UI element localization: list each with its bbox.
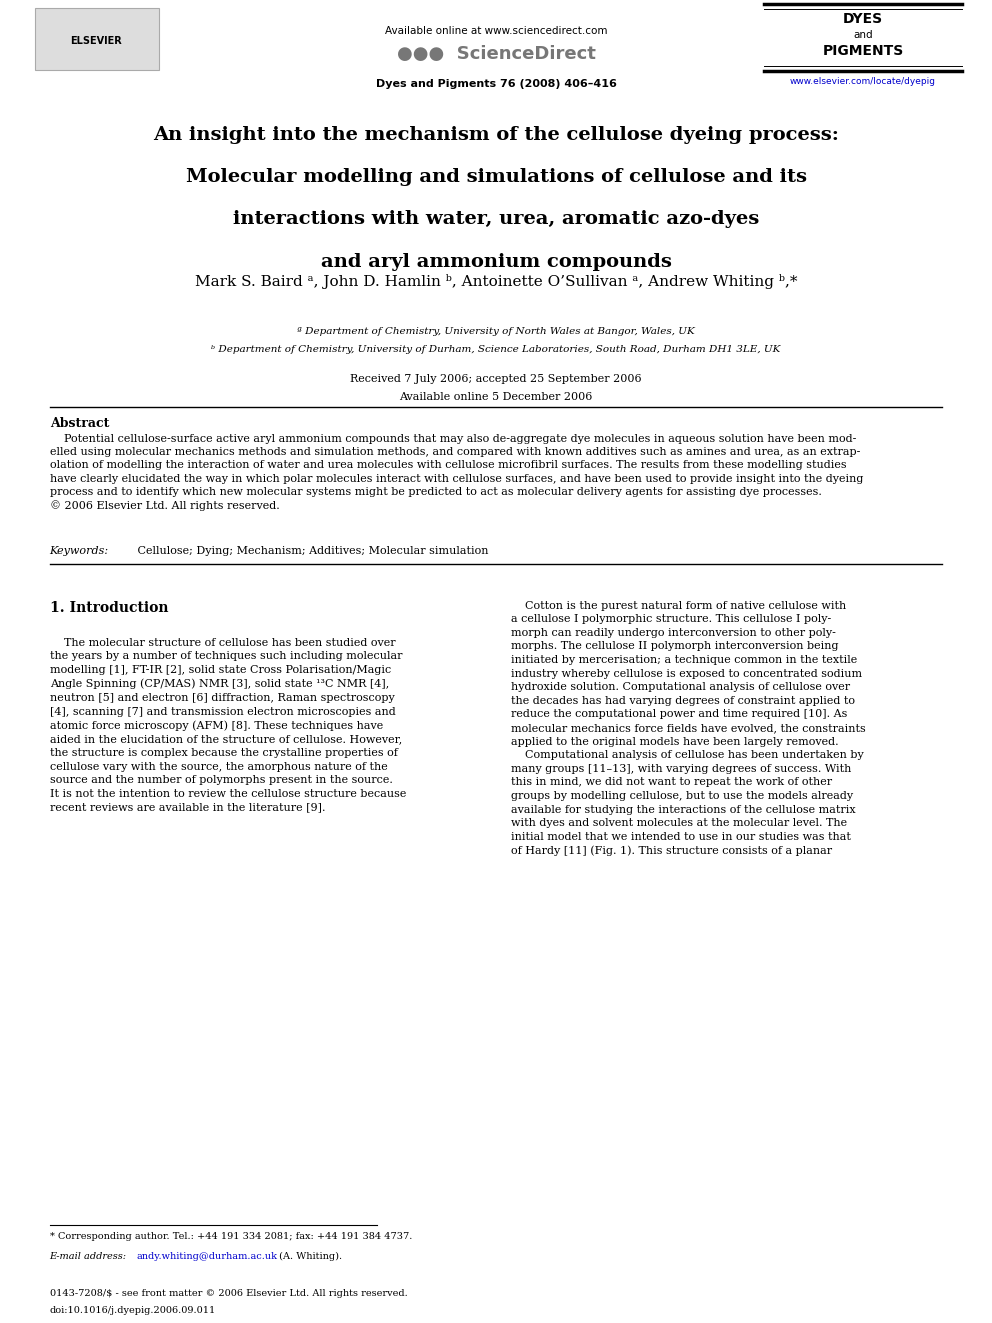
Text: ª Department of Chemistry, University of North Wales at Bangor, Wales, UK: ª Department of Chemistry, University of…	[298, 327, 694, 336]
Text: Received 7 July 2006; accepted 25 September 2006: Received 7 July 2006; accepted 25 Septem…	[350, 374, 642, 385]
Text: 1. Introduction: 1. Introduction	[50, 601, 168, 615]
Text: Available online 5 December 2006: Available online 5 December 2006	[400, 392, 592, 402]
Text: ᵇ Department of Chemistry, University of Durham, Science Laboratories, South Roa: ᵇ Department of Chemistry, University of…	[211, 345, 781, 355]
Text: DYES: DYES	[843, 12, 883, 26]
Text: Molecular modelling and simulations of cellulose and its: Molecular modelling and simulations of c…	[186, 168, 806, 187]
Text: andy.whiting@durham.ac.uk: andy.whiting@durham.ac.uk	[137, 1252, 278, 1261]
Text: Potential cellulose-surface active aryl ammonium compounds that may also de-aggr: Potential cellulose-surface active aryl …	[50, 434, 863, 511]
Text: Available online at www.sciencedirect.com: Available online at www.sciencedirect.co…	[385, 26, 607, 37]
Text: An insight into the mechanism of the cellulose dyeing process:: An insight into the mechanism of the cel…	[153, 126, 839, 144]
Text: doi:10.1016/j.dyepig.2006.09.011: doi:10.1016/j.dyepig.2006.09.011	[50, 1306, 216, 1315]
Text: E-mail address:: E-mail address:	[50, 1252, 130, 1261]
Text: Cellulose; Dying; Mechanism; Additives; Molecular simulation: Cellulose; Dying; Mechanism; Additives; …	[134, 546, 488, 557]
Text: Dyes and Pigments 76 (2008) 406–416: Dyes and Pigments 76 (2008) 406–416	[376, 79, 616, 90]
Text: * Corresponding author. Tel.: +44 191 334 2081; fax: +44 191 384 4737.: * Corresponding author. Tel.: +44 191 33…	[50, 1232, 412, 1241]
FancyBboxPatch shape	[35, 8, 159, 70]
Text: and aryl ammonium compounds: and aryl ammonium compounds	[320, 253, 672, 271]
Text: 0143-7208/$ - see front matter © 2006 Elsevier Ltd. All rights reserved.: 0143-7208/$ - see front matter © 2006 El…	[50, 1289, 408, 1298]
Text: www.elsevier.com/locate/dyepig: www.elsevier.com/locate/dyepig	[790, 77, 936, 86]
Text: and: and	[853, 30, 873, 41]
Text: Mark S. Baird ᵃ, John D. Hamlin ᵇ, Antoinette O’Sullivan ᵃ, Andrew Whiting ᵇ,*: Mark S. Baird ᵃ, John D. Hamlin ᵇ, Antoi…	[194, 274, 798, 288]
Text: ●●●  ScienceDirect: ●●● ScienceDirect	[397, 45, 595, 64]
Text: Keywords:: Keywords:	[50, 546, 109, 557]
Text: The molecular structure of cellulose has been studied over
the years by a number: The molecular structure of cellulose has…	[50, 638, 406, 812]
Text: (A. Whiting).: (A. Whiting).	[276, 1252, 342, 1261]
Text: ELSEVIER: ELSEVIER	[70, 36, 122, 46]
Text: PIGMENTS: PIGMENTS	[822, 44, 904, 58]
Text: Cotton is the purest natural form of native cellulose with
a cellulose I polymor: Cotton is the purest natural form of nat…	[511, 601, 866, 856]
Text: Abstract: Abstract	[50, 417, 109, 430]
Text: interactions with water, urea, aromatic azo-dyes: interactions with water, urea, aromatic …	[233, 210, 759, 229]
